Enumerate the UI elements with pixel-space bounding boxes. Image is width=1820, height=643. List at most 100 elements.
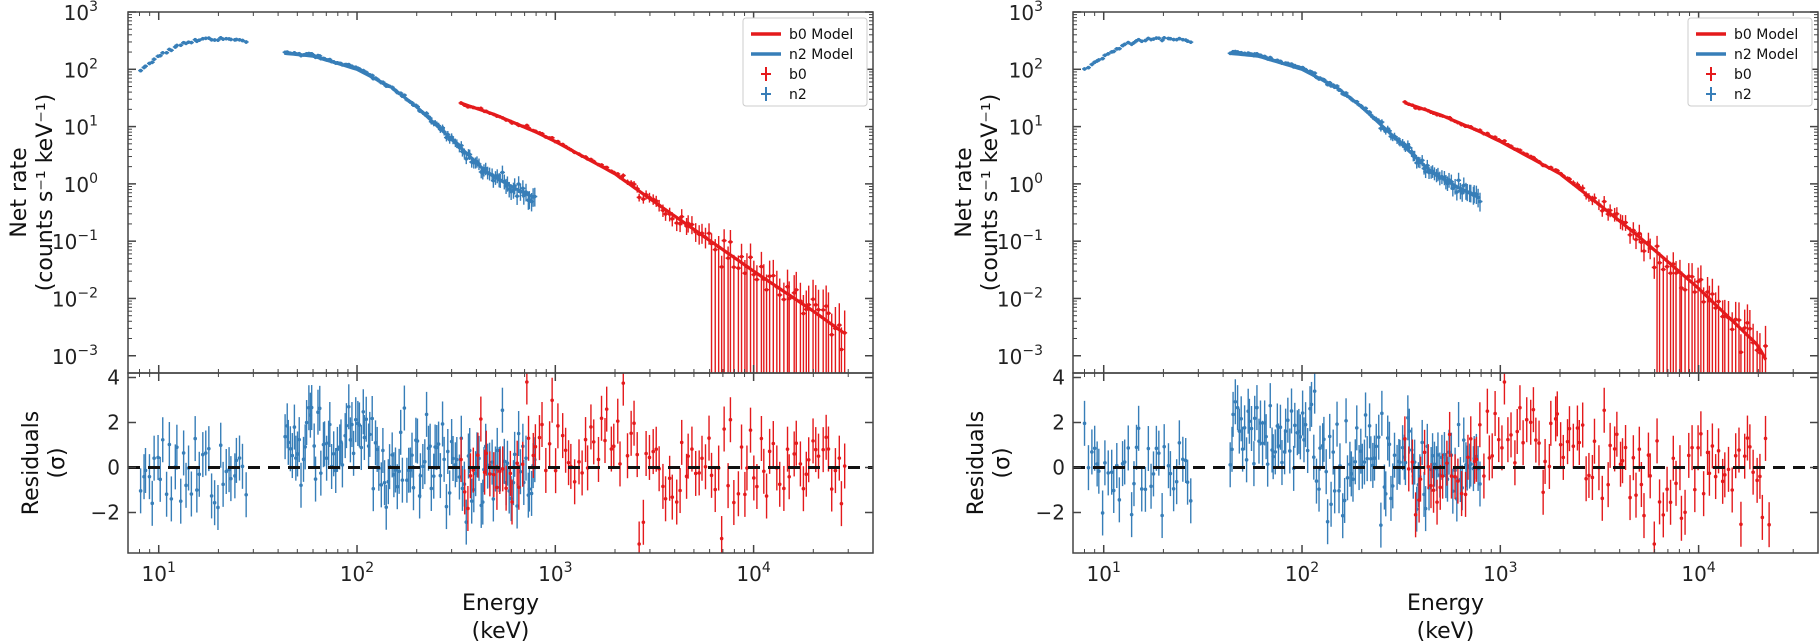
residual-point-n2 (364, 396, 369, 442)
residual-point-b0 (1502, 373, 1507, 405)
residual-point-b0 (544, 447, 548, 493)
residual-point-b0 (1418, 456, 1423, 502)
residual-point-n2 (423, 439, 427, 485)
residual-point-n2 (455, 437, 459, 483)
residual-point-n2 (244, 472, 248, 518)
residual-point-b0 (1513, 440, 1517, 486)
x-tick-label: 102 (1285, 560, 1319, 586)
residual-point-n2 (1278, 404, 1283, 450)
data-point-b0 (739, 243, 745, 373)
residual-point-n2 (395, 464, 400, 510)
data-point-n2 (1142, 38, 1148, 43)
data-point-b0 (1738, 334, 1744, 373)
residual-point-b0 (1748, 424, 1752, 470)
residual-point-b0 (1459, 471, 1464, 517)
residual-point-b0 (739, 424, 744, 470)
residual-point-b0 (1600, 475, 1605, 521)
data-point-b0 (1763, 325, 1769, 373)
residual-point-b0 (801, 466, 806, 512)
residual-point-n2 (1181, 436, 1185, 482)
data-point-n2 (1477, 192, 1483, 212)
residual-point-b0 (811, 418, 815, 464)
residual-point-n2 (370, 396, 375, 442)
data-point-b0 (777, 278, 783, 373)
residual-point-b0 (1648, 453, 1652, 499)
residual-point-b0 (690, 426, 694, 472)
residual-point-n2 (1171, 466, 1176, 512)
data-point-n2 (157, 53, 163, 58)
x-axis-title: Energy (462, 591, 539, 616)
residual-axis-units: (σ) (990, 447, 1015, 478)
data-point-b0 (727, 229, 733, 373)
residual-point-b0 (1690, 425, 1694, 471)
data-point-b0 (1754, 330, 1760, 373)
data-point-b0 (1736, 302, 1742, 373)
residual-point-b0 (560, 413, 565, 459)
data-point-b0 (1601, 196, 1607, 208)
residual-point-b0 (1751, 449, 1755, 495)
residual-point-n2 (1258, 400, 1263, 446)
residual-point-n2 (1398, 439, 1402, 485)
residual-point-b0 (641, 499, 646, 545)
residual-point-b0 (618, 441, 622, 487)
residual-point-b0 (1639, 462, 1644, 508)
residual-point-b0 (1435, 479, 1439, 525)
residual-point-b0 (510, 479, 514, 525)
data-point-b0 (800, 294, 806, 373)
residual-point-n2 (442, 436, 446, 482)
residual-point-b0 (531, 432, 536, 478)
residual-point-b0 (1406, 446, 1411, 492)
residual-point-n2 (317, 385, 322, 431)
residual-point-n2 (181, 430, 186, 476)
residual-point-n2 (1324, 449, 1329, 495)
data-point-n2 (1096, 58, 1102, 62)
residual-point-n2 (1312, 373, 1317, 414)
legend-b0-model-label: b0 Model (1734, 27, 1798, 43)
data-point-b0 (1709, 278, 1715, 373)
y-tick-label: 103 (64, 0, 98, 25)
x-tick-label: 104 (736, 560, 770, 586)
legend-b0-data-label: b0 (1734, 67, 1752, 83)
residual-point-b0 (722, 406, 726, 452)
legend-b0-model-label: b0 Model (789, 27, 853, 43)
residual-point-b0 (1515, 408, 1520, 454)
residual-point-b0 (1634, 472, 1638, 518)
residual-point-n2 (397, 448, 401, 494)
residual-point-b0 (1474, 436, 1479, 482)
x-tick-label: 101 (1087, 560, 1121, 586)
residual-point-b0 (842, 443, 847, 489)
data-point-n2 (1100, 56, 1106, 61)
bottom-axes-frame (1072, 372, 1819, 554)
data-point-b0 (793, 271, 799, 373)
residual-point-n2 (1344, 398, 1348, 444)
residual-point-n2 (1293, 402, 1297, 448)
residual-point-b0 (526, 415, 531, 461)
residual-point-b0 (553, 448, 558, 494)
residual-point-n2 (1247, 398, 1252, 444)
residual-point-b0 (1506, 417, 1510, 463)
residual-point-b0 (1755, 457, 1759, 503)
x-axis-title: Energy (1407, 591, 1484, 616)
residual-point-b0 (1710, 423, 1715, 469)
residual-point-b0 (1571, 423, 1576, 469)
residual-point-n2 (1367, 403, 1372, 449)
residual-point-n2 (158, 456, 163, 502)
residual-point-n2 (1335, 401, 1339, 447)
residual-point-n2 (193, 416, 197, 462)
residual-point-n2 (353, 397, 358, 443)
residual-point-b0 (520, 441, 525, 487)
residual-y-tick-label: 0 (1052, 456, 1065, 480)
residual-point-n2 (1286, 397, 1290, 443)
residual-point-b0 (1413, 492, 1418, 538)
data-point-b0 (1664, 255, 1670, 373)
residual-point-n2 (1252, 441, 1256, 487)
residual-point-b0 (1528, 399, 1533, 445)
data-point-n2 (239, 38, 245, 43)
residual-point-b0 (1500, 425, 1504, 471)
residual-point-n2 (440, 401, 445, 447)
residual-point-n2 (411, 465, 416, 511)
data-point-b0 (810, 279, 816, 373)
residual-point-b0 (1668, 479, 1673, 525)
data-point-b0 (1692, 278, 1698, 373)
